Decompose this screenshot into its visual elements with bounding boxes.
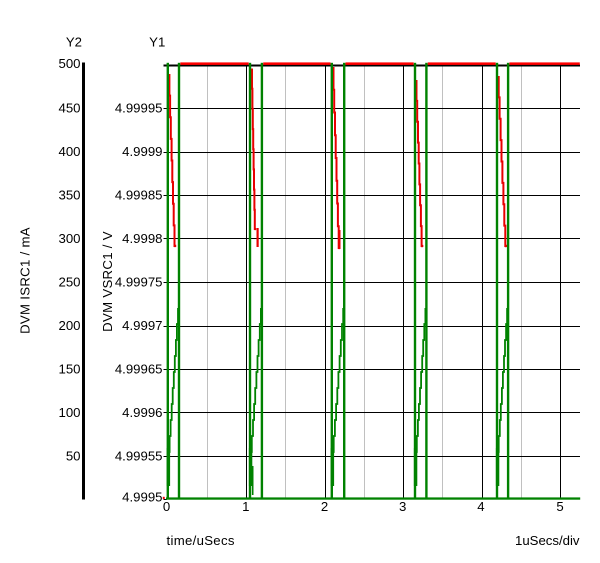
svg-text:50: 50	[66, 449, 81, 464]
svg-text:4: 4	[477, 499, 484, 514]
svg-text:4.9998: 4.9998	[122, 231, 162, 246]
svg-text:250: 250	[58, 275, 80, 290]
svg-text:Y2: Y2	[66, 34, 82, 49]
svg-text:200: 200	[58, 318, 80, 333]
svg-text:400: 400	[58, 144, 80, 159]
svg-text:100: 100	[58, 405, 80, 420]
svg-text:500: 500	[58, 56, 80, 71]
svg-text:5: 5	[556, 499, 563, 514]
svg-text:450: 450	[58, 101, 80, 116]
svg-text:4.9997: 4.9997	[122, 318, 162, 333]
svg-text:4.99995: 4.99995	[115, 101, 163, 116]
svg-text:0: 0	[163, 499, 170, 514]
svg-text:DVM ISRC1 / mA: DVM ISRC1 / mA	[17, 227, 32, 334]
svg-text:150: 150	[58, 362, 80, 377]
svg-text:350: 350	[58, 188, 80, 203]
svg-text:4.9996: 4.9996	[122, 405, 162, 420]
svg-text:4.9999: 4.9999	[122, 144, 162, 159]
svg-text:time/uSecs: time/uSecs	[167, 533, 235, 548]
svg-text:3: 3	[399, 499, 406, 514]
svg-text:DVM VSRC1 / V: DVM VSRC1 / V	[100, 231, 115, 332]
svg-text:4.99955: 4.99955	[115, 449, 163, 464]
svg-text:4.9995: 4.9995	[122, 490, 162, 505]
svg-text:1: 1	[242, 499, 249, 514]
svg-text:4.99965: 4.99965	[115, 362, 163, 377]
svg-text:300: 300	[58, 231, 80, 246]
svg-text:4.99975: 4.99975	[115, 275, 163, 290]
svg-text:1uSecs/div: 1uSecs/div	[515, 533, 580, 548]
svg-text:2: 2	[321, 499, 328, 514]
svg-text:4.99985: 4.99985	[115, 188, 163, 203]
svg-text:Y1: Y1	[149, 34, 165, 49]
